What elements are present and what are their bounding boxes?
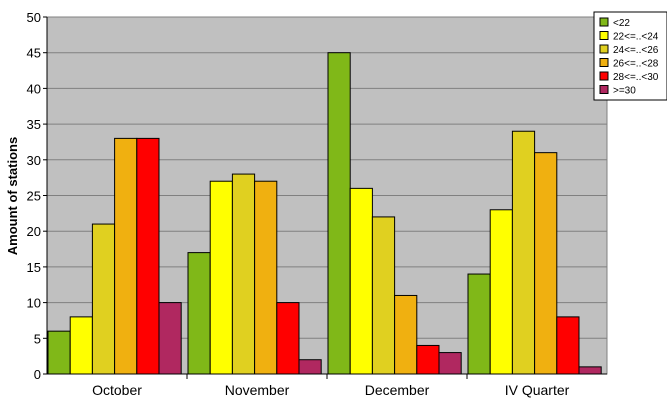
bar bbox=[47, 330, 71, 375]
y-tick-label: 30 bbox=[27, 153, 41, 168]
y-tick-label: 0 bbox=[34, 367, 41, 382]
bar bbox=[231, 173, 256, 375]
x-tick-label: IV Quarter bbox=[505, 382, 570, 398]
x-tick-label: December bbox=[365, 382, 430, 398]
legend-label: <22 bbox=[613, 18, 630, 29]
legend-label: 28<=..<30 bbox=[613, 72, 659, 83]
bar bbox=[394, 294, 418, 375]
legend-swatch bbox=[599, 17, 609, 27]
y-tick-label: 5 bbox=[34, 331, 41, 346]
bar bbox=[69, 316, 93, 375]
bar bbox=[187, 252, 211, 375]
bar bbox=[136, 137, 160, 375]
legend-swatch bbox=[599, 85, 609, 94]
y-axis-ticks: 0 5 10 15 20 25 30 35 40 45 50 bbox=[27, 10, 47, 382]
legend-label: 22<=..<24 bbox=[613, 32, 659, 43]
bar bbox=[114, 137, 138, 375]
legend-label: 24<=..<26 bbox=[613, 45, 659, 56]
legend-label: 26<=..<28 bbox=[613, 59, 659, 70]
x-tick-label: November bbox=[225, 382, 290, 398]
y-tick-label: 40 bbox=[27, 81, 41, 96]
bars bbox=[47, 52, 602, 375]
bar bbox=[371, 216, 396, 375]
legend-swatch bbox=[599, 44, 609, 54]
y-tick-label: 50 bbox=[27, 10, 41, 25]
legend: <22 22<=..<24 24<=..<26 26<=..<28 28<=..<30 >… bbox=[593, 11, 667, 101]
y-tick-label: 35 bbox=[27, 117, 41, 132]
bar bbox=[327, 52, 351, 375]
bar bbox=[489, 209, 513, 375]
y-tick-label: 10 bbox=[27, 296, 41, 311]
legend-swatch bbox=[599, 58, 609, 67]
bar bbox=[254, 180, 278, 375]
legend-swatch bbox=[599, 71, 609, 81]
bar bbox=[91, 223, 116, 375]
bar bbox=[416, 344, 440, 375]
y-tick-label: 45 bbox=[27, 46, 41, 61]
y-tick-label: 15 bbox=[27, 260, 41, 275]
bar bbox=[209, 180, 233, 375]
bar bbox=[534, 152, 558, 375]
bar bbox=[467, 273, 491, 375]
bar bbox=[298, 359, 322, 375]
x-axis-ticks: October November December IV Quarter bbox=[92, 374, 570, 398]
bar bbox=[578, 366, 602, 375]
bar bbox=[556, 316, 580, 375]
bar bbox=[158, 302, 182, 375]
y-tick-label: 25 bbox=[27, 189, 41, 204]
bar bbox=[349, 187, 373, 375]
y-axis-label: Amount of stations bbox=[5, 137, 20, 255]
x-tick-label: October bbox=[92, 382, 142, 398]
legend-label: >=30 bbox=[613, 86, 636, 97]
bar bbox=[438, 352, 462, 375]
legend-swatch bbox=[599, 31, 609, 40]
bar bbox=[511, 130, 536, 375]
y-tick-label: 20 bbox=[27, 224, 41, 239]
bar bbox=[276, 302, 300, 375]
